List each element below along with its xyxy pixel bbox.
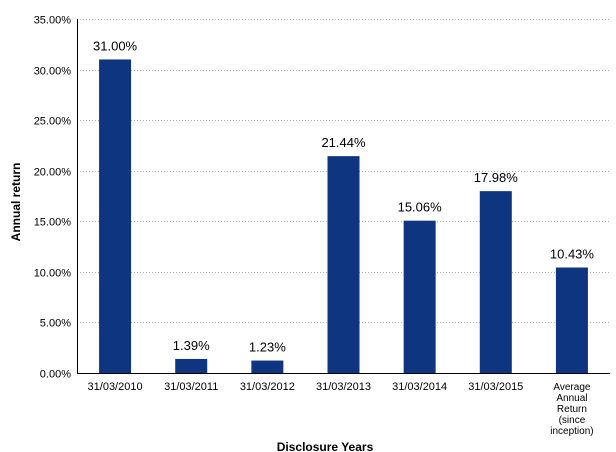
data-label: 17.98%: [474, 170, 519, 185]
bar: [555, 267, 588, 373]
y-tick-label: 0.00%: [40, 369, 71, 381]
x-tick-label: inception): [550, 426, 593, 437]
y-tick-label: 25.00%: [34, 116, 72, 128]
bar: [251, 360, 284, 373]
bar: [403, 220, 436, 373]
x-tick-label: 31/03/2010: [88, 381, 143, 393]
x-tick-label: Annual: [556, 393, 587, 404]
x-tick-label: 31/03/2012: [240, 381, 295, 393]
data-label: 21.44%: [321, 135, 366, 150]
x-tick-labels: 31/03/2010 31/03/2011 31/03/2012 31/03/2013…: [88, 381, 594, 437]
x-axis-title: Disclosure Years: [277, 440, 374, 452]
x-tick-label: 31/03/2011: [164, 381, 218, 393]
x-tick-label: 31/03/2014: [392, 381, 447, 393]
data-label: 1.23%: [249, 340, 286, 355]
y-tick-label: 35.00%: [34, 15, 72, 27]
data-label: 15.06%: [398, 200, 443, 215]
y-tick-label: 15.00%: [34, 217, 72, 229]
x-tick-label: Return: [557, 404, 587, 415]
x-tick-label: 31/03/2015: [468, 381, 523, 393]
data-label: 1.39%: [173, 338, 210, 353]
axes: [77, 19, 610, 374]
data-label: 10.43%: [550, 247, 595, 262]
y-tick-labels: 0.00% 5.00% 10.00% 15.00% 20.00% 25.00% 30.00%…: [34, 15, 72, 381]
bar: [327, 156, 360, 373]
bar: [99, 59, 132, 373]
x-tick-label: Average: [553, 382, 591, 393]
gridlines: [77, 19, 610, 323]
y-axis-title: Annual return: [9, 163, 23, 242]
x-tick-label: 31/03/2013: [316, 381, 371, 393]
bar: [175, 358, 208, 373]
x-tick-label: (since: [559, 415, 586, 426]
data-labels: 31.00% 1.39% 1.23% 21.44% 15.06% 17.98% 10.43%: [93, 38, 594, 354]
y-tick-label: 10.00%: [34, 268, 72, 280]
y-tick-label: 20.00%: [34, 167, 72, 179]
bar: [479, 191, 512, 373]
data-label: 31.00%: [93, 38, 138, 53]
y-tick-label: 5.00%: [40, 318, 71, 330]
bars: [99, 59, 588, 373]
y-tick-label: 30.00%: [34, 66, 72, 78]
